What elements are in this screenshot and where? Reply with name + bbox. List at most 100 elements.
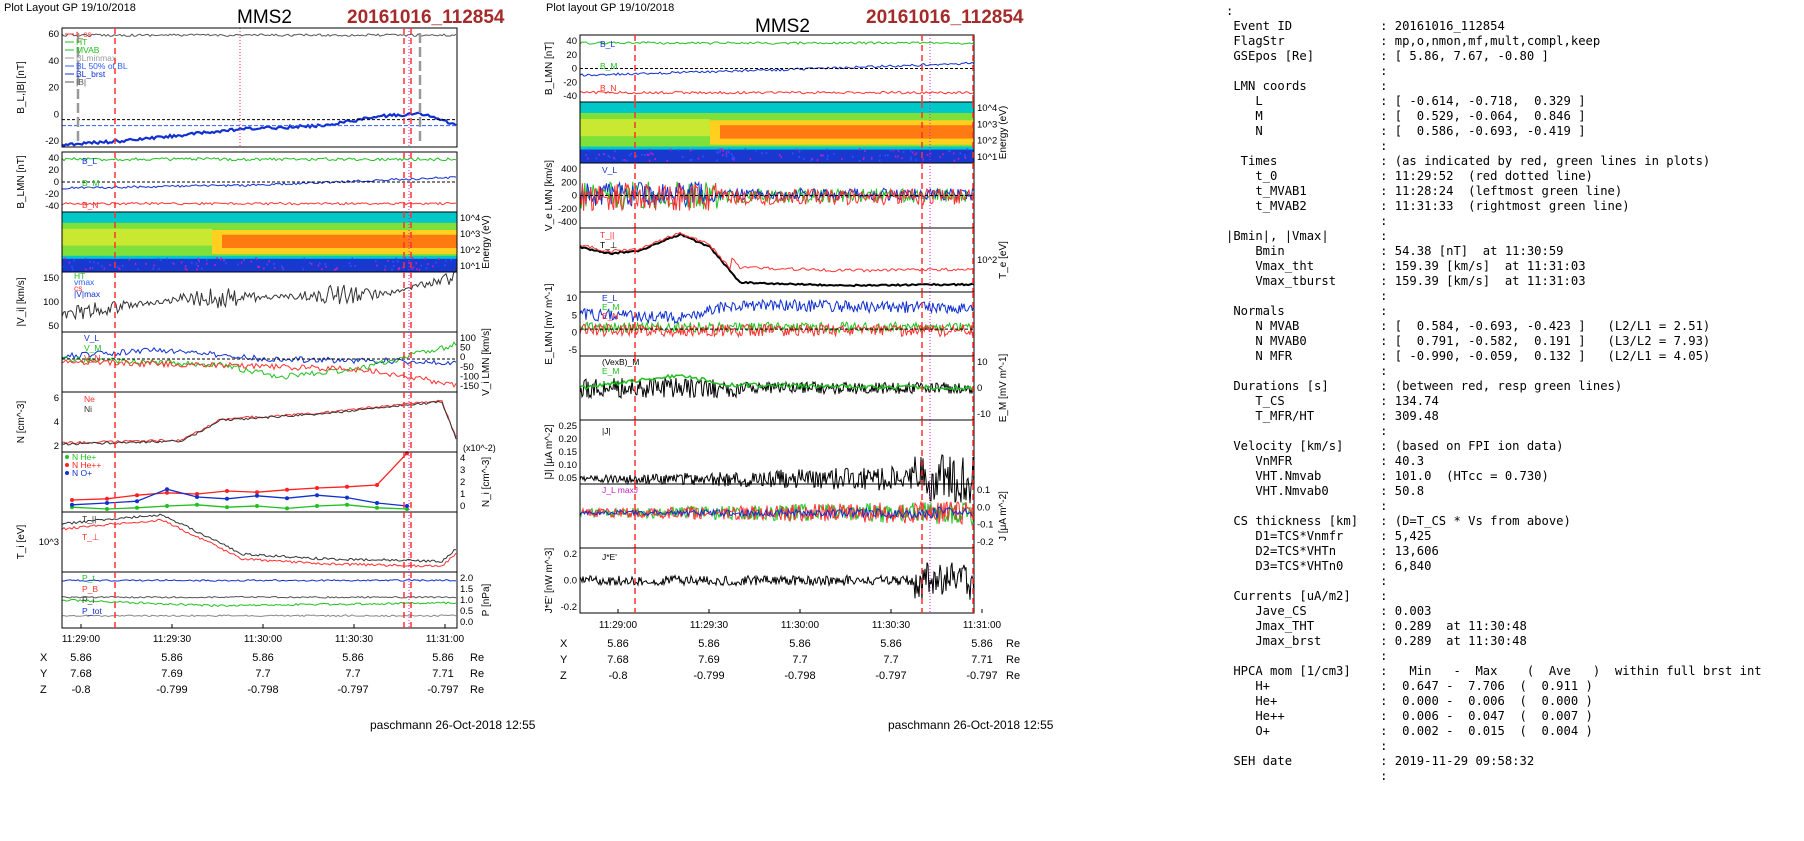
left-spectrogram-speck [445, 259, 447, 262]
right-spectrogram-speck [816, 159, 819, 162]
left-credit: paschmann 26-Oct-2018 12:55 [370, 718, 536, 732]
left-p-tick: 0.5 [460, 606, 473, 617]
left-p-b [62, 595, 457, 599]
left-spectrogram-speck [118, 267, 121, 270]
info-line: O+ : 0.002 - 0.015 ( 0.004 ) [1226, 724, 1593, 738]
left-spectrogram-speck [84, 257, 87, 260]
left-spectrogram-speck [324, 263, 327, 266]
left-hpca-series-1 [71, 452, 408, 501]
right-ylabel-blmn: B_LMN [nT] [544, 42, 555, 96]
left-spectrogram-speck [196, 268, 198, 271]
right-xtick-label: 11:29:00 [599, 620, 638, 631]
left-spectrogram-speck [71, 265, 73, 268]
right-spectrogram-speck [732, 155, 734, 158]
right-ve-tick: -400 [558, 217, 577, 228]
right-blmn-label: B_N [600, 83, 617, 93]
right-spectrogram-speck [821, 154, 823, 157]
right-spectrogram-speck [725, 155, 728, 158]
right-blmn-tick: -40 [563, 91, 577, 102]
right-spectrogram-speck [728, 148, 730, 151]
left-spectrogram-speck [63, 257, 66, 260]
right-blmn-l [579, 41, 975, 45]
left-ylabel-vilmn: V_i LMN [km/s] [481, 328, 492, 396]
eph-value: 7.7 [792, 654, 808, 666]
right-spectrogram-speck [897, 149, 900, 152]
right-ylabel-ve: V_e LMN [km/s] [544, 160, 555, 231]
right-spectrogram-speck [910, 158, 912, 161]
right-spectrogram-speck [922, 158, 925, 161]
left-spectrogram-speck [325, 265, 327, 268]
left-ylabel-p: P [nPa] [481, 583, 492, 616]
left-vi-legend: cs [74, 283, 83, 293]
left-spectrogram-speck [255, 257, 258, 260]
right-spectrogram-speck [953, 159, 956, 162]
right-spectrogram-speck [716, 148, 719, 151]
right-spectrogram-speck [897, 155, 899, 158]
left-ylabel-bl: B_L,|B| [nT] [16, 61, 27, 114]
right-spectrogram-speck [862, 158, 865, 161]
left-spectrogram-speck [240, 261, 243, 264]
left-blmn-tick: 40 [48, 153, 59, 164]
right-ylabel-e: E_LMN [mV m^-1] [544, 283, 555, 365]
right-spectrogram-speck [926, 153, 929, 156]
left-hpca-legend: N He++ [72, 460, 101, 470]
right-spectrogram-speck [587, 157, 589, 160]
right-je-tick: -0.2 [561, 602, 577, 613]
left-spectrogram-speck [408, 261, 410, 264]
right-te-tick: 10^2 [977, 255, 997, 266]
left-spectrogram-speck [198, 260, 200, 263]
left-plot-header: Plot Layout GP 19/10/2018 [4, 2, 136, 14]
left-spectrogram-speck [206, 262, 208, 265]
left-p-tick: 1.0 [460, 595, 473, 606]
right-j-tick: 0.05 [559, 473, 578, 484]
info-line: VnMFR : 40.3 [1226, 454, 1425, 468]
right-ve-n [579, 182, 975, 212]
left-hpca-legend-dot [65, 455, 69, 459]
left-ti-label: T_⊥ [82, 532, 100, 542]
left-vilmn-tick: -50 [460, 362, 474, 373]
right-e-label: E_M [602, 302, 619, 312]
right-em-em [579, 373, 975, 391]
right-spectrogram-speck [765, 151, 768, 154]
right-spectrogram-speck [598, 153, 600, 156]
eph-value: 7.69 [161, 668, 183, 680]
right-spectrogram-speck [716, 159, 718, 162]
left-ylabel-hpca: N_i [cm^-3] [481, 457, 492, 507]
right-spectrogram-speck [595, 157, 598, 160]
left-legend-text: t_cs [76, 29, 92, 39]
right-spectrogram [580, 102, 974, 163]
left-blmn-tick: 0 [54, 177, 59, 188]
left-event-title: 20161016_112854 [347, 7, 505, 28]
right-spectrogram-band-blue [580, 149, 974, 163]
info-line: : [1226, 649, 1388, 663]
eph-value: -0.798 [247, 684, 279, 696]
right-spectrogram-speck [630, 152, 632, 155]
right-spectrogram-speck [858, 159, 861, 162]
left-spectrogram-speck [435, 261, 437, 264]
left-spectrogram-speck [101, 265, 103, 268]
left-xtick-label: 11:31:00 [426, 634, 465, 645]
right-spec-tick: 10^2 [977, 136, 997, 147]
right-e-tick: 10 [566, 293, 577, 304]
left-spectrogram-speck [398, 267, 401, 270]
info-line: VHT.Nmvab : 101.0 (HTcc = 0.730) [1226, 469, 1549, 483]
left-spectrogram-speck [336, 267, 338, 270]
left-vi-legend: HT [74, 271, 85, 281]
right-e-n [579, 322, 975, 338]
left-spectrogram-speck [351, 257, 354, 260]
info-line: : [1226, 499, 1388, 513]
right-spectrogram-speck [826, 148, 828, 151]
right-blmn-tick: 40 [566, 36, 577, 47]
info-line: N MFR : [ -0.990, -0.059, 0.132 ] (L2/L1… [1226, 349, 1711, 363]
left-vilmn-tick: 0 [460, 352, 465, 363]
eph-value: 7.69 [698, 654, 720, 666]
info-line: He++ : 0.006 - 0.047 ( 0.007 ) [1226, 709, 1593, 723]
left-vilmn-tick: -100 [460, 371, 479, 382]
right-blmn-tick: 0 [572, 64, 577, 75]
left-p-i [61, 598, 457, 608]
left-spectrogram-speck [348, 262, 351, 265]
right-te-label: T_|| [600, 230, 614, 240]
left-spectrogram-speck [411, 257, 414, 260]
left-bmag-line [61, 33, 457, 37]
